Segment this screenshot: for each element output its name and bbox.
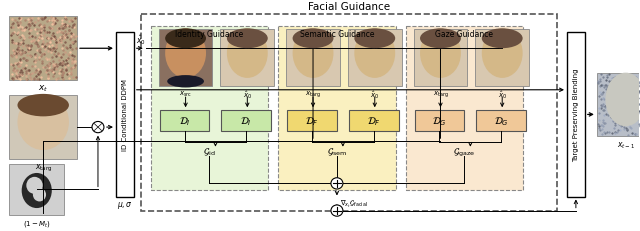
Circle shape	[331, 205, 343, 216]
Text: $\mathcal{D}_F$: $\mathcal{D}_F$	[367, 115, 381, 127]
Bar	[567, 33, 585, 197]
Bar	[287, 111, 337, 131]
Text: Identity Guidance: Identity Guidance	[175, 29, 244, 38]
Text: $x_\mathrm{src}$: $x_\mathrm{src}$	[179, 89, 192, 98]
Text: $x_{t-1}$: $x_{t-1}$	[616, 140, 635, 150]
Ellipse shape	[26, 177, 43, 194]
Text: $\mathcal{G}_\mathrm{sem}$: $\mathcal{G}_\mathrm{sem}$	[327, 146, 347, 157]
Bar	[221, 111, 271, 131]
Bar	[348, 30, 402, 86]
Ellipse shape	[420, 29, 461, 79]
Ellipse shape	[482, 29, 523, 49]
Text: $\mathcal{D}_I$: $\mathcal{D}_I$	[241, 115, 252, 127]
Text: $x_\mathrm{targ}$: $x_\mathrm{targ}$	[305, 89, 321, 100]
Text: $x_\mathrm{targ}$: $x_\mathrm{targ}$	[35, 162, 52, 173]
Ellipse shape	[355, 29, 395, 49]
Bar	[349, 111, 399, 131]
Text: $x_\mathrm{targ}$: $x_\mathrm{targ}$	[433, 89, 449, 100]
Ellipse shape	[227, 29, 268, 49]
Ellipse shape	[292, 29, 333, 49]
Bar	[476, 111, 526, 131]
Text: $\hat{x}_0$: $\hat{x}_0$	[497, 89, 507, 101]
Text: $(1-M_t)$: $(1-M_t)$	[22, 218, 51, 228]
Text: $x_t$: $x_t$	[38, 84, 49, 94]
Bar	[286, 30, 340, 86]
Bar	[10, 164, 64, 215]
Text: $\mathcal{G}_\mathrm{id}$: $\mathcal{G}_\mathrm{id}$	[204, 146, 216, 157]
Text: $\mathcal{D}_G$: $\mathcal{D}_G$	[432, 115, 447, 127]
Ellipse shape	[17, 94, 69, 117]
Text: ID Conditional DDPM: ID Conditional DDPM	[122, 79, 128, 151]
Ellipse shape	[292, 29, 333, 79]
Bar	[151, 27, 268, 190]
Ellipse shape	[17, 94, 69, 150]
Text: $\mathcal{D}_I$: $\mathcal{D}_I$	[179, 115, 191, 127]
Ellipse shape	[165, 29, 206, 79]
Text: $\hat{x}_0$: $\hat{x}_0$	[243, 89, 252, 101]
Ellipse shape	[33, 188, 46, 202]
Ellipse shape	[355, 29, 395, 79]
Text: $\mathcal{D}_G$: $\mathcal{D}_G$	[494, 115, 509, 127]
Text: Facial Guidance: Facial Guidance	[308, 2, 390, 12]
Bar	[10, 17, 77, 81]
Text: $\mathcal{G}_\mathrm{gaze}$: $\mathcal{G}_\mathrm{gaze}$	[453, 146, 476, 158]
Bar	[413, 30, 467, 86]
Text: $\hat{x}_0$: $\hat{x}_0$	[370, 89, 380, 101]
Text: $\nabla_{x_t}\mathcal{G}_\mathrm{facial}$: $\nabla_{x_t}\mathcal{G}_\mathrm{facial}…	[340, 198, 368, 210]
Bar	[278, 27, 396, 190]
Text: $\mu, \sigma$: $\mu, \sigma$	[117, 199, 132, 210]
Ellipse shape	[167, 76, 204, 88]
Bar	[476, 30, 529, 86]
Bar	[141, 15, 557, 211]
Text: Target Preserving Blending: Target Preserving Blending	[573, 68, 579, 161]
Ellipse shape	[420, 29, 461, 49]
Bar	[596, 73, 640, 137]
Ellipse shape	[22, 173, 52, 208]
Bar	[116, 33, 134, 197]
Ellipse shape	[605, 73, 640, 127]
Bar	[159, 30, 212, 86]
Circle shape	[331, 178, 343, 189]
Text: $\hat{x}_0$: $\hat{x}_0$	[136, 33, 146, 47]
Bar	[160, 111, 209, 131]
Ellipse shape	[482, 29, 523, 79]
Bar	[415, 111, 465, 131]
Bar	[10, 96, 77, 159]
Bar	[406, 27, 523, 190]
Bar	[220, 30, 274, 86]
Text: Semantic Guidance: Semantic Guidance	[300, 29, 374, 38]
Ellipse shape	[227, 29, 268, 79]
Ellipse shape	[165, 29, 206, 49]
Circle shape	[92, 122, 104, 133]
Text: Gaze Guidance: Gaze Guidance	[435, 29, 493, 38]
Text: $\mathcal{D}_F$: $\mathcal{D}_F$	[305, 115, 319, 127]
